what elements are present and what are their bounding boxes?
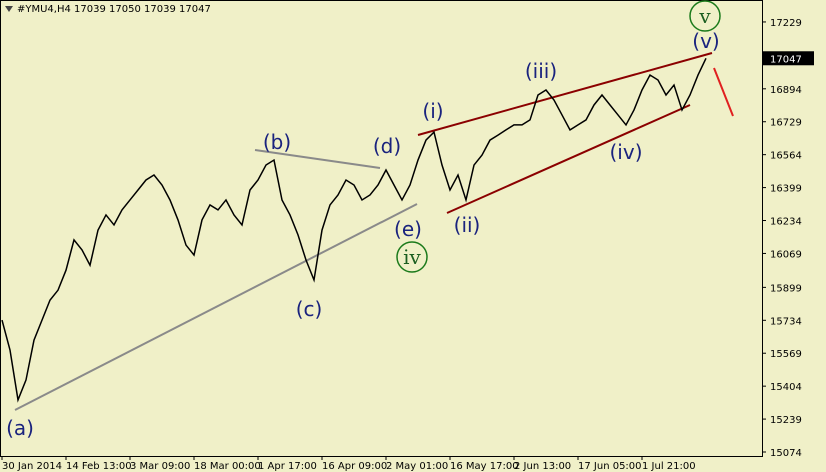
wave-label: v — [698, 4, 711, 28]
chart-title: #YMU4,H4 17039 17050 17039 17047 — [17, 4, 211, 15]
wave-label: (a) — [6, 416, 34, 440]
y-tick-label: 16069 — [770, 249, 802, 260]
y-tick-label: 16234 — [770, 217, 802, 228]
trend-line — [254, 149, 381, 169]
x-tick-label: 14 Feb 13:00 — [66, 461, 132, 472]
wave-label: (iv) — [610, 140, 643, 164]
x-tick-label: 1 Jul 21:00 — [642, 461, 696, 472]
wave-label: (e) — [394, 217, 422, 241]
wave-label: (b) — [263, 130, 291, 154]
x-tick-label: 2 Jun 13:00 — [514, 461, 571, 472]
trend-line — [14, 203, 418, 411]
wedge-line — [446, 104, 691, 214]
wave-label: (ii) — [454, 213, 481, 237]
wave-label: (v) — [692, 29, 719, 53]
y-tick-label: 15239 — [770, 415, 802, 426]
wave-label: (c) — [296, 297, 323, 321]
y-tick-label: 15899 — [770, 283, 802, 294]
y-tick-label: 16564 — [770, 151, 802, 162]
x-tick-label: 16 May 17:00 — [450, 461, 519, 472]
last-price-box — [762, 51, 814, 66]
last-price-label: 17047 — [770, 54, 802, 65]
x-tick-label: 2 May 01:00 — [386, 461, 448, 472]
y-tick-label: 17229 — [770, 18, 802, 29]
wave-circle — [396, 241, 428, 273]
y-tick-label: 16729 — [770, 118, 802, 129]
y-tick-label: 15404 — [770, 382, 802, 393]
x-tick-label: 18 Mar 00:00 — [194, 461, 261, 472]
wave-label: (i) — [422, 99, 443, 123]
x-tick-label: 1 Apr 17:00 — [258, 461, 317, 472]
wave-label: (d) — [373, 134, 401, 158]
symbol-icon — [5, 6, 13, 12]
projection-line — [713, 67, 734, 117]
y-tick-label: 16894 — [770, 85, 802, 96]
x-tick-label: 17 Jun 05:00 — [578, 461, 642, 472]
wave-circle — [689, 0, 721, 32]
y-tick-label: 15074 — [770, 448, 802, 459]
x-tick-label: 16 Apr 09:00 — [322, 461, 387, 472]
y-tick-label: 15569 — [770, 349, 802, 360]
wave-label: iv — [403, 245, 421, 269]
y-tick-label: 15734 — [770, 316, 802, 327]
wave-label: (iii) — [525, 59, 557, 83]
y-tick-label: 16399 — [770, 184, 802, 195]
plot-frame — [0, 0, 763, 457]
x-tick-label: 3 Mar 09:00 — [130, 461, 190, 472]
price-line — [1, 57, 707, 403]
wedge-line — [417, 52, 713, 136]
x-tick-label: 30 Jan 2014 — [2, 461, 62, 472]
